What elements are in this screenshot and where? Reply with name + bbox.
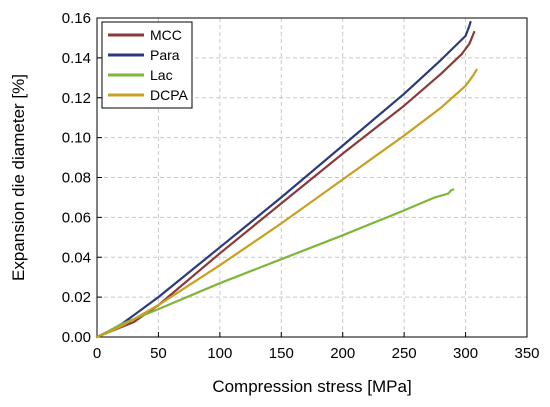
legend-label-lac: Lac [150, 67, 173, 83]
x-tick-label: 150 [269, 345, 294, 362]
legend-label-mcc: MCC [150, 27, 182, 43]
x-tick-label: 350 [514, 345, 539, 362]
x-tick-label: 200 [330, 345, 355, 362]
y-tick-label: 0.08 [62, 170, 91, 187]
y-tick-label: 0.00 [62, 329, 91, 346]
y-tick-label: 0.10 [62, 130, 91, 147]
series-line-lac [95, 188, 455, 339]
x-axis-title: Compression stress [MPa] [212, 377, 411, 396]
ticks-layer: 0 50 100 150 200 250 300 350 0.00 0.02 0.04 0.06 0.0… [62, 10, 540, 362]
x-tick-label: 300 [453, 345, 478, 362]
x-tick-label: 0 [93, 345, 101, 362]
legend-label-dcpa: DCPA [150, 87, 189, 103]
series-line-dcpa [95, 68, 478, 339]
y-axis-title: Expansion die diameter [%] [9, 74, 28, 281]
y-tick-label: 0.02 [62, 289, 91, 306]
x-tick-label: 250 [392, 345, 417, 362]
y-tick-label: 0.04 [62, 249, 91, 266]
y-tick-label: 0.16 [62, 10, 91, 27]
y-tick-label: 0.06 [62, 209, 91, 226]
legend: MCC Para Lac DCPA [101, 21, 193, 109]
legend-label-para: Para [150, 47, 180, 63]
y-tick-label: 0.14 [62, 50, 91, 67]
x-tick-label: 100 [207, 345, 232, 362]
y-tick-label: 0.12 [62, 90, 91, 107]
series-layer [95, 20, 478, 339]
x-tick-label: 50 [150, 345, 167, 362]
